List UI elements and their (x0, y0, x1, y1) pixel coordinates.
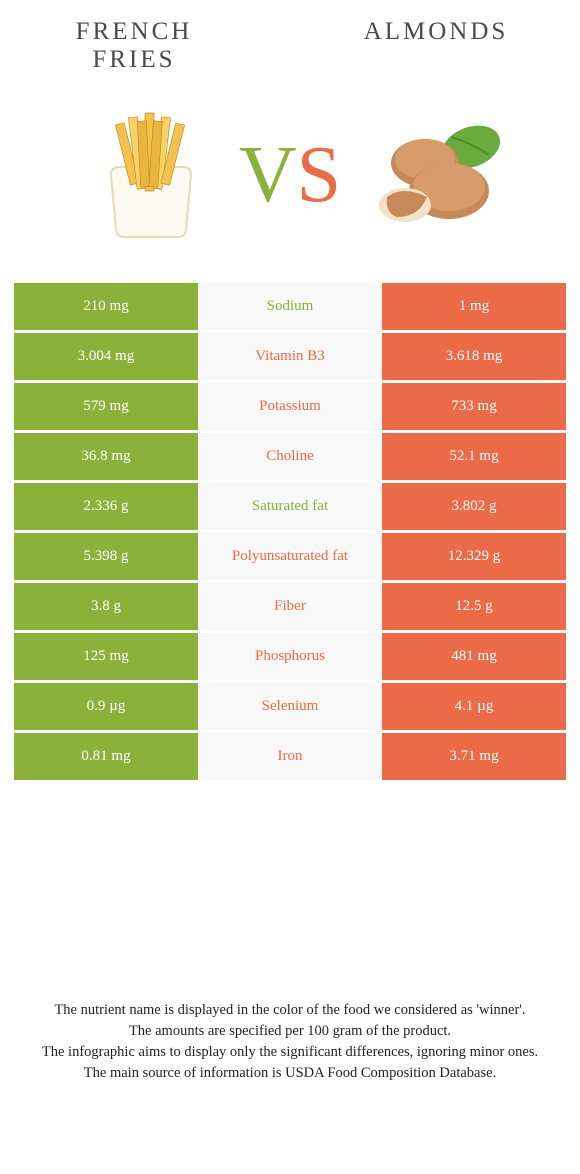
food-image-left (67, 91, 235, 259)
value-right: 3.802 g (382, 483, 566, 530)
nutrient-label: Vitamin B3 (198, 333, 382, 380)
nutrient-row: 3.004 mgVitamin B33.618 mg (14, 333, 566, 380)
value-left: 0.9 µg (14, 683, 198, 730)
value-left: 3.004 mg (14, 333, 198, 380)
footnote-line: The amounts are specified per 100 gram o… (14, 1021, 566, 1042)
nutrient-table: 210 mgSodium1 mg3.004 mgVitamin B33.618 … (14, 283, 566, 780)
footnote-line: The main source of information is USDA F… (14, 1063, 566, 1084)
value-left: 579 mg (14, 383, 198, 430)
food-title-right: Almonds (336, 18, 536, 46)
nutrient-label: Phosphorus (198, 633, 382, 680)
food-image-right (345, 91, 513, 259)
value-right: 12.329 g (382, 533, 566, 580)
nutrient-label: Selenium (198, 683, 382, 730)
vs-label: VS (239, 135, 341, 215)
value-right: 12.5 g (382, 583, 566, 630)
value-right: 3.71 mg (382, 733, 566, 780)
nutrient-label: Saturated fat (198, 483, 382, 530)
header: Frenchfries Almonds (14, 18, 566, 73)
value-left: 36.8 mg (14, 433, 198, 480)
footnote-line: The infographic aims to display only the… (14, 1042, 566, 1063)
value-right: 481 mg (382, 633, 566, 680)
nutrient-row: 3.8 gFiber12.5 g (14, 583, 566, 630)
nutrient-row: 2.336 gSaturated fat3.802 g (14, 483, 566, 530)
vs-v: V (239, 131, 297, 219)
value-left: 5.398 g (14, 533, 198, 580)
value-right: 733 mg (382, 383, 566, 430)
nutrient-row: 125 mgPhosphorus481 mg (14, 633, 566, 680)
value-right: 1 mg (382, 283, 566, 330)
value-right: 4.1 µg (382, 683, 566, 730)
value-right: 3.618 mg (382, 333, 566, 380)
value-left: 210 mg (14, 283, 198, 330)
nutrient-row: 36.8 mgCholine52.1 mg (14, 433, 566, 480)
nutrient-row: 0.81 mgIron3.71 mg (14, 733, 566, 780)
nutrient-row: 5.398 gPolyunsaturated fat12.329 g (14, 533, 566, 580)
value-left: 0.81 mg (14, 733, 198, 780)
value-left: 3.8 g (14, 583, 198, 630)
nutrient-label: Polyunsaturated fat (198, 533, 382, 580)
nutrient-row: 579 mgPotassium733 mg (14, 383, 566, 430)
nutrient-label: Iron (198, 733, 382, 780)
footnote: The nutrient name is displayed in the co… (14, 1000, 566, 1084)
value-left: 125 mg (14, 633, 198, 680)
nutrient-row: 0.9 µgSelenium4.1 µg (14, 683, 566, 730)
footnote-line: The nutrient name is displayed in the co… (14, 1000, 566, 1021)
nutrient-label: Sodium (198, 283, 382, 330)
nutrient-label: Fiber (198, 583, 382, 630)
nutrient-label: Potassium (198, 383, 382, 430)
nutrient-row: 210 mgSodium1 mg (14, 283, 566, 330)
food-title-left: Frenchfries (44, 18, 224, 73)
images-row: VS (14, 91, 566, 259)
value-right: 52.1 mg (382, 433, 566, 480)
vs-s: S (297, 131, 342, 219)
nutrient-label: Choline (198, 433, 382, 480)
value-left: 2.336 g (14, 483, 198, 530)
